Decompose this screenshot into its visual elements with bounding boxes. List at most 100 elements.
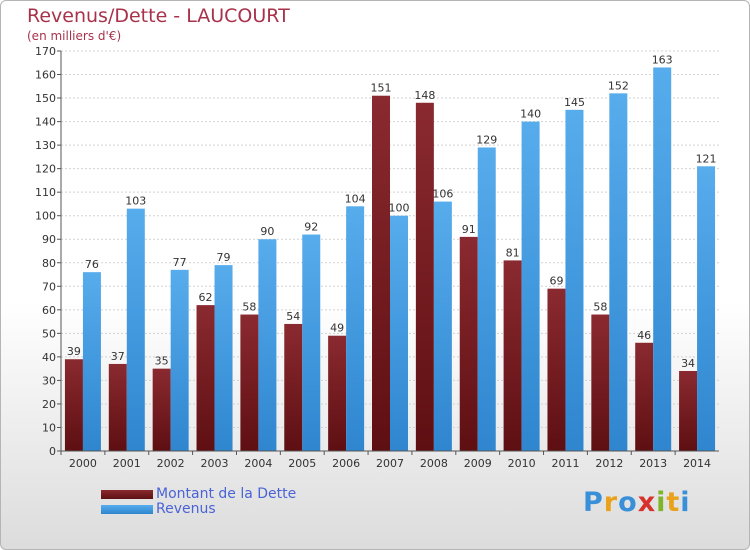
value-label-revenus: 152 xyxy=(608,79,629,92)
value-label-dette: 148 xyxy=(414,89,435,102)
bar-revenus xyxy=(433,201,452,451)
value-label-revenus: 104 xyxy=(345,192,366,205)
chart-title: Revenus/Dette - LAUCOURT xyxy=(27,5,290,27)
bar-dette xyxy=(679,371,698,451)
bar-dette xyxy=(64,359,83,451)
bar-dette xyxy=(635,342,654,451)
x-tick-label: 2006 xyxy=(332,457,360,470)
bar-dette xyxy=(503,260,522,451)
legend-label-revenus: Revenus xyxy=(156,501,216,517)
value-label-revenus: 145 xyxy=(564,96,585,109)
y-tick-label: 80 xyxy=(42,257,56,270)
value-label-revenus: 140 xyxy=(520,108,541,121)
x-tick-label: 2003 xyxy=(201,457,229,470)
x-tick-label: 2000 xyxy=(69,457,97,470)
y-tick-label: 70 xyxy=(42,280,56,293)
value-label-dette: 81 xyxy=(506,246,520,259)
x-tick-label: 2009 xyxy=(464,457,492,470)
y-tick-label: 130 xyxy=(35,139,56,152)
bar-revenus xyxy=(302,234,321,451)
value-label-dette: 34 xyxy=(681,357,695,370)
x-tick-label: 2002 xyxy=(157,457,185,470)
value-label-revenus: 79 xyxy=(217,251,231,264)
y-tick-label: 50 xyxy=(42,327,56,340)
y-tick-label: 160 xyxy=(35,69,56,82)
y-tick-label: 10 xyxy=(42,421,56,434)
y-tick-label: 20 xyxy=(42,398,56,411)
logo-letter: x xyxy=(637,487,657,518)
value-label-revenus: 106 xyxy=(432,188,453,201)
logo-letter: i xyxy=(656,487,667,518)
value-label-dette: 62 xyxy=(199,291,213,304)
bar-dette xyxy=(196,305,215,451)
bar-dette xyxy=(108,363,127,451)
x-tick-label: 2011 xyxy=(551,457,579,470)
y-tick-label: 0 xyxy=(49,445,56,458)
value-label-revenus: 77 xyxy=(173,256,187,269)
bar-dette xyxy=(372,95,390,452)
bar-dette xyxy=(328,335,347,451)
value-label-dette: 54 xyxy=(286,310,300,323)
y-tick-label: 150 xyxy=(35,92,56,105)
value-label-revenus: 90 xyxy=(260,225,274,238)
value-label-dette: 46 xyxy=(637,329,651,342)
data-labels: 39 76 37 103 35 77 62 79 58 90 54 92 49 104 151 100 148 1… xyxy=(67,53,717,370)
value-label-revenus: 129 xyxy=(476,133,497,146)
x-tick-label: 2010 xyxy=(508,457,536,470)
bar-dette xyxy=(415,102,434,451)
legend-label-debt: Montant de la Dette xyxy=(156,486,297,502)
axes: 0 10 20 30 40 50 60 70 80 90 100 110 120 130 140 150 160… xyxy=(35,45,719,470)
y-tick-label: 60 xyxy=(42,304,56,317)
x-tick-label: 2012 xyxy=(595,457,623,470)
bar-dette xyxy=(240,314,259,451)
bar-dette xyxy=(284,323,303,451)
bar-revenus xyxy=(390,215,408,451)
bar-dette xyxy=(591,314,610,451)
bar-revenus xyxy=(346,206,365,451)
value-label-dette: 58 xyxy=(593,301,607,314)
bar-revenus xyxy=(697,166,716,451)
value-label-dette: 39 xyxy=(67,345,81,358)
bar-revenus xyxy=(258,239,277,451)
bar-revenus xyxy=(653,67,672,452)
value-label-revenus: 163 xyxy=(652,53,673,66)
value-label-revenus: 92 xyxy=(304,221,318,234)
y-tick-label: 30 xyxy=(42,374,56,387)
logo-letter: P xyxy=(583,487,604,518)
x-tick-label: 2008 xyxy=(420,457,448,470)
chart-unit: (en milliers d'€) xyxy=(27,29,122,43)
x-tick-label: 2014 xyxy=(683,457,711,470)
bar-revenus xyxy=(521,121,540,452)
logo-letter: o xyxy=(618,487,638,518)
value-label-revenus: 100 xyxy=(389,202,410,215)
bar-revenus xyxy=(565,109,584,451)
value-label-dette: 151 xyxy=(371,82,392,95)
value-label-dette: 49 xyxy=(330,322,344,335)
y-tick-label: 100 xyxy=(35,210,56,223)
logo-letter: t xyxy=(666,487,681,518)
x-tick-label: 2013 xyxy=(639,457,667,470)
bar-revenus xyxy=(477,147,496,451)
value-label-dette: 35 xyxy=(155,355,169,368)
value-label-revenus: 121 xyxy=(696,152,717,165)
x-tick-label: 2007 xyxy=(376,457,404,470)
bar-revenus xyxy=(609,93,628,452)
value-label-revenus: 76 xyxy=(85,258,99,271)
y-tick-label: 120 xyxy=(35,163,56,176)
bar-dette xyxy=(152,368,171,451)
bar-revenus xyxy=(82,272,101,451)
y-tick-label: 140 xyxy=(35,116,56,129)
y-tick-label: 90 xyxy=(42,233,56,246)
legend-swatch-revenus xyxy=(101,505,153,514)
y-tick-label: 40 xyxy=(42,351,56,364)
bar-dette xyxy=(547,288,566,451)
value-label-revenus: 103 xyxy=(125,195,146,208)
bars xyxy=(64,67,716,452)
x-tick-label: 2005 xyxy=(288,457,316,470)
y-tick-label: 110 xyxy=(35,186,56,199)
value-label-dette: 69 xyxy=(549,275,563,288)
logo-letter: i xyxy=(680,487,691,518)
bar-revenus xyxy=(214,265,233,451)
